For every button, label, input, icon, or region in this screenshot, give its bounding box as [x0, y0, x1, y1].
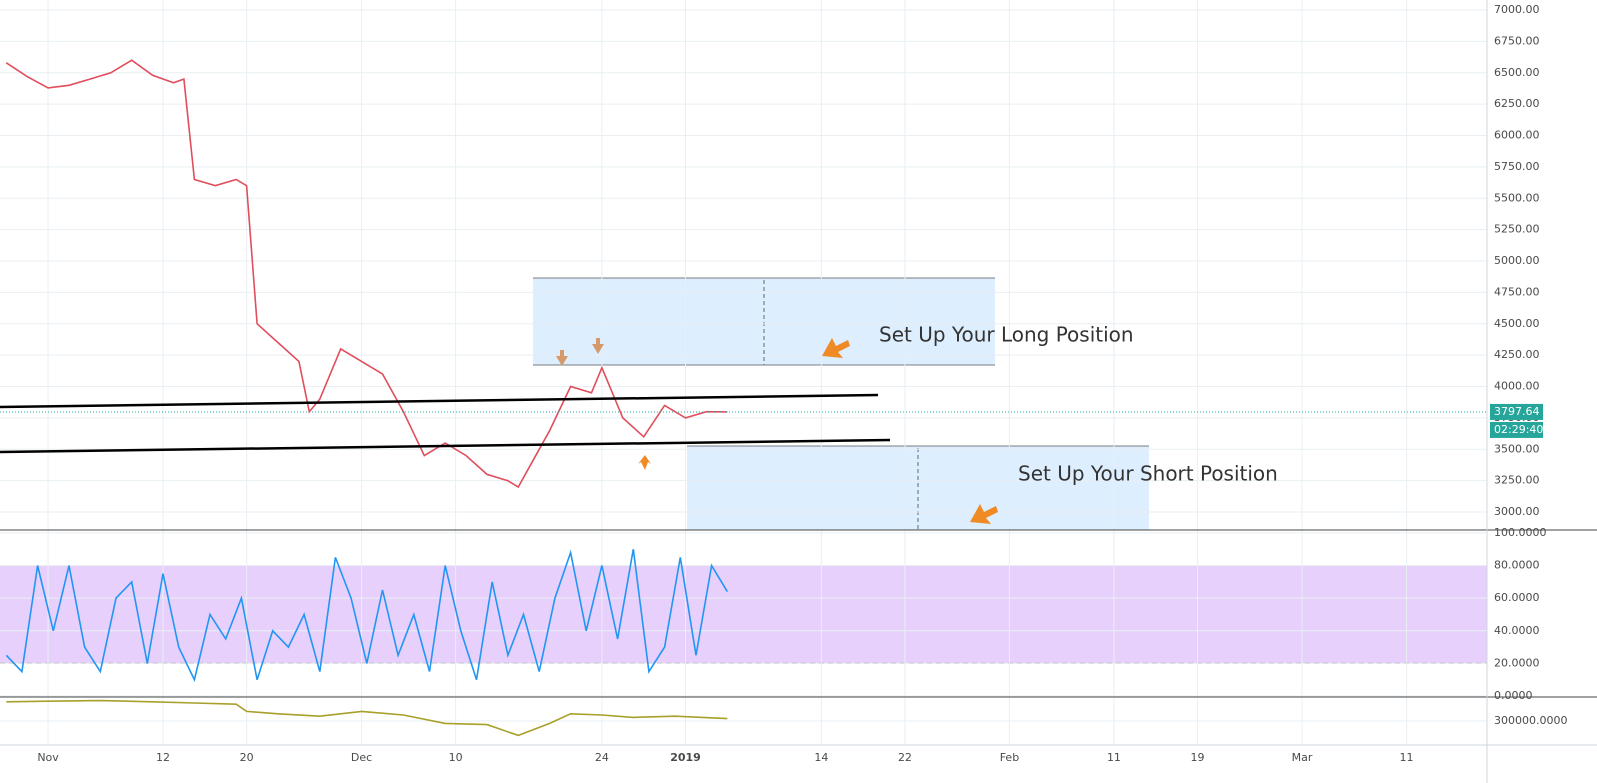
y-tick-label: 5250.00 [1494, 223, 1540, 236]
last-value-label: 3797.64 [1494, 405, 1540, 418]
y-tick-label: 4000.00 [1494, 380, 1540, 393]
x-tick-label: 11 [1107, 751, 1121, 764]
x-tick-label: 10 [449, 751, 463, 764]
y-tick-label: 4500.00 [1494, 317, 1540, 330]
x-tick-label: 20 [240, 751, 254, 764]
x-tick-label: 14 [814, 751, 828, 764]
y-tick-label: 100.0000 [1494, 526, 1547, 539]
marks [0, 59, 1487, 737]
x-tick-label: Dec [351, 751, 372, 764]
annotation: Set Up Your Long Position [879, 323, 1134, 347]
arrow-icon [638, 455, 651, 470]
series-line [5, 59, 728, 489]
arrow-icon [556, 350, 568, 366]
short-box [687, 446, 1149, 530]
x-tick-label: Mar [1292, 751, 1313, 764]
x-tick-label: 24 [595, 751, 609, 764]
y-tick-label: 3000.00 [1494, 505, 1540, 518]
y-tick-label: 6250.00 [1494, 97, 1540, 110]
arrow-icon [970, 504, 998, 524]
y-tick-label: 5500.00 [1494, 191, 1540, 204]
x-tick-label: 22 [898, 751, 912, 764]
trend-line [0, 438, 891, 454]
y-tick-label: 40.0000 [1494, 624, 1540, 637]
countdown-label: 02:29:40 [1494, 423, 1543, 436]
layout [533, 277, 1149, 530]
y-tick-label: 6000.00 [1494, 129, 1540, 142]
series-line [6, 699, 728, 737]
y-tick-label: 6500.00 [1494, 66, 1540, 79]
x-tick-label: Nov [37, 751, 59, 764]
y-tick-label: 4250.00 [1494, 348, 1540, 361]
y-tick-label: 20.0000 [1494, 656, 1540, 669]
annotation: Set Up Your Short Position [1018, 462, 1278, 486]
x-tick-label: 19 [1191, 751, 1205, 764]
x-tick-label: 12 [156, 751, 170, 764]
y-tick-label: 4750.00 [1494, 285, 1540, 298]
y-tick-label: 7000.00 [1494, 3, 1540, 16]
y-tick-label: 5000.00 [1494, 254, 1540, 267]
arrow-icon [592, 338, 604, 354]
grid [0, 0, 1487, 745]
band [0, 565, 1487, 664]
last-value-box [1490, 403, 1543, 420]
x-tick-label: Feb [1000, 751, 1019, 764]
y-tick-label: 6750.00 [1494, 34, 1540, 47]
y-tick-label: 300000.0000 [1494, 714, 1567, 727]
y-tick-label: 3250.00 [1494, 474, 1540, 487]
y-tick-label: 5750.00 [1494, 160, 1540, 173]
x-tick-label: 2019 [670, 751, 701, 764]
series-line [5, 549, 728, 683]
y-tick-label: 3500.00 [1494, 442, 1540, 455]
x-tick-label: 11 [1400, 751, 1414, 764]
countdown-box [1490, 421, 1543, 438]
arrow-icon [822, 338, 850, 358]
trend-line [0, 393, 879, 409]
y-tick-label: 0.0000 [1494, 689, 1533, 702]
y-tick-label: 80.0000 [1494, 559, 1540, 572]
y-tick-label: 60.0000 [1494, 591, 1540, 604]
